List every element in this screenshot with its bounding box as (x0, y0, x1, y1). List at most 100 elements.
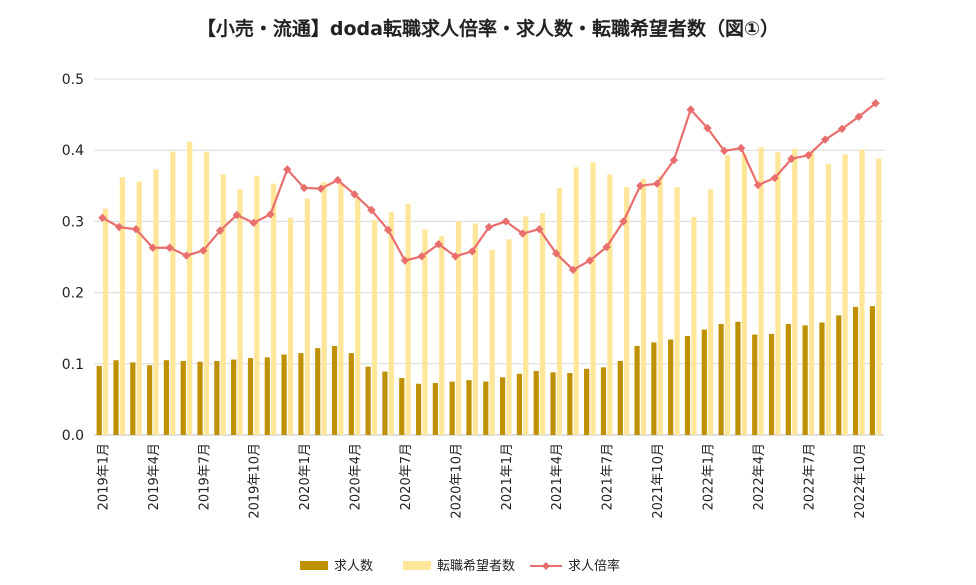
bar-求人数 (214, 360, 220, 435)
point-求人倍率 (434, 239, 443, 249)
point-求人倍率 (636, 181, 645, 190)
legend-label: 求人数 (334, 559, 373, 574)
point-求人倍率 (669, 155, 679, 165)
x-tick-label: 2021年1月 (500, 443, 515, 510)
bar-転職希望者数 (472, 223, 478, 435)
tick-labels: 0.0 0.1 0.2 0.3 0.4 0.5 2019年1月 2019年4月 2019年7月 2… (62, 72, 868, 519)
point-求人倍率 (602, 242, 611, 252)
bar-求人数 (516, 373, 523, 435)
point-求人倍率 (552, 249, 561, 258)
bar-求人数 (331, 346, 338, 435)
bar-転職希望者数 (489, 249, 495, 435)
bar-転職希望者数 (237, 189, 243, 435)
x-tick-label: 2022年10月 (853, 443, 868, 519)
bar-転職希望者数 (708, 189, 714, 435)
bar-求人数 (617, 360, 623, 435)
bar-求人数 (483, 381, 489, 435)
legend-marker (542, 562, 550, 570)
x-tick-label: 2019年4月 (147, 443, 162, 510)
bar-転職希望者数 (455, 221, 462, 435)
bar-求人数 (701, 329, 707, 435)
point-求人倍率 (736, 143, 746, 153)
bar-転職希望者数 (371, 219, 378, 435)
x-tick-label: 2022年4月 (752, 443, 767, 510)
bar-転職希望者数 (103, 208, 109, 435)
point-求人倍率 (467, 247, 477, 256)
bar-求人数 (735, 321, 741, 435)
y-tick-label: 0.0 (62, 428, 84, 444)
bar-求人数 (382, 371, 388, 435)
bar-転職希望者数 (321, 182, 327, 435)
bar-求人数 (247, 358, 254, 435)
chart-title: 【小売・流通】doda転職求人倍率・求人数・転職希望者数（図①） (196, 18, 780, 40)
y-tick-label: 0.2 (62, 286, 84, 302)
bar-求人数 (533, 370, 539, 435)
point-求人倍率 (165, 243, 174, 252)
x-tick-label: 2019年10月 (248, 443, 263, 519)
bar-求人数 (852, 306, 859, 435)
bar-転職希望者数 (187, 141, 193, 435)
point-求人倍率 (367, 205, 376, 215)
point-求人倍率 (837, 124, 847, 134)
bar-転職希望者数 (136, 181, 142, 435)
bar-求人数 (180, 360, 186, 435)
point-求人倍率 (501, 217, 511, 226)
point-求人倍率 (400, 256, 410, 265)
point-求人倍率 (266, 210, 275, 219)
point-求人倍率 (518, 229, 527, 238)
bar-転職希望者数 (304, 198, 310, 435)
point-求人倍率 (215, 226, 225, 235)
x-tick-label: 2019年1月 (96, 443, 111, 510)
bar-求人数 (869, 306, 875, 435)
x-tick-label: 2019年7月 (197, 443, 212, 510)
bar-転職希望者数 (842, 154, 848, 436)
bar-求人数 (96, 365, 102, 435)
point-求人倍率 (871, 99, 880, 108)
bars (96, 141, 882, 436)
point-求人倍率 (568, 265, 578, 275)
bar-求人数 (819, 322, 825, 435)
bar-求人数 (752, 334, 758, 435)
point-求人倍率 (753, 180, 763, 190)
bar-求人数 (264, 357, 270, 435)
bar-求人数 (298, 353, 304, 435)
bar-転職希望者数 (254, 175, 260, 435)
point-求人倍率 (316, 184, 326, 193)
bar-求人数 (231, 359, 237, 435)
bar-求人数 (567, 373, 573, 435)
point-求人倍率 (182, 251, 191, 260)
bar-求人数 (684, 336, 691, 435)
point-求人倍率 (148, 243, 158, 252)
point-求人倍率 (333, 175, 342, 185)
x-tick-label: 2021年4月 (550, 443, 565, 510)
bar-転職希望者数 (573, 167, 579, 435)
bar-求人数 (163, 360, 170, 435)
bar-転職希望者数 (758, 147, 764, 436)
point-求人倍率 (131, 225, 141, 234)
legend: 求人数 転職希望者数 求人倍率 (300, 558, 620, 574)
point-求人倍率 (249, 218, 258, 228)
bar-転職希望者数 (119, 177, 126, 436)
bar-転職希望者数 (607, 174, 613, 435)
bar-転職希望者数 (640, 178, 647, 435)
x-tick-label: 2022年1月 (702, 443, 717, 510)
bar-転職希望者数 (388, 212, 394, 435)
bar-求人数 (281, 354, 287, 435)
bar-求人数 (634, 346, 640, 435)
x-tick-label: 2021年10月 (651, 443, 666, 519)
bar-求人数 (315, 348, 321, 435)
x-tick-label: 2020年1月 (298, 443, 313, 510)
point-求人倍率 (451, 252, 460, 261)
point-求人倍率 (787, 154, 796, 163)
bar-転職希望者数 (556, 187, 563, 435)
bar-転職希望者数 (220, 174, 226, 435)
point-求人倍率 (652, 179, 662, 188)
bar-転職希望者数 (792, 148, 798, 435)
bar-転職希望者数 (405, 203, 411, 435)
point-求人倍率 (720, 146, 729, 156)
y-tick-label: 0.4 (62, 143, 84, 159)
bar-転職希望者数 (775, 152, 781, 435)
line-series (98, 99, 880, 275)
point-求人倍率 (383, 225, 393, 235)
